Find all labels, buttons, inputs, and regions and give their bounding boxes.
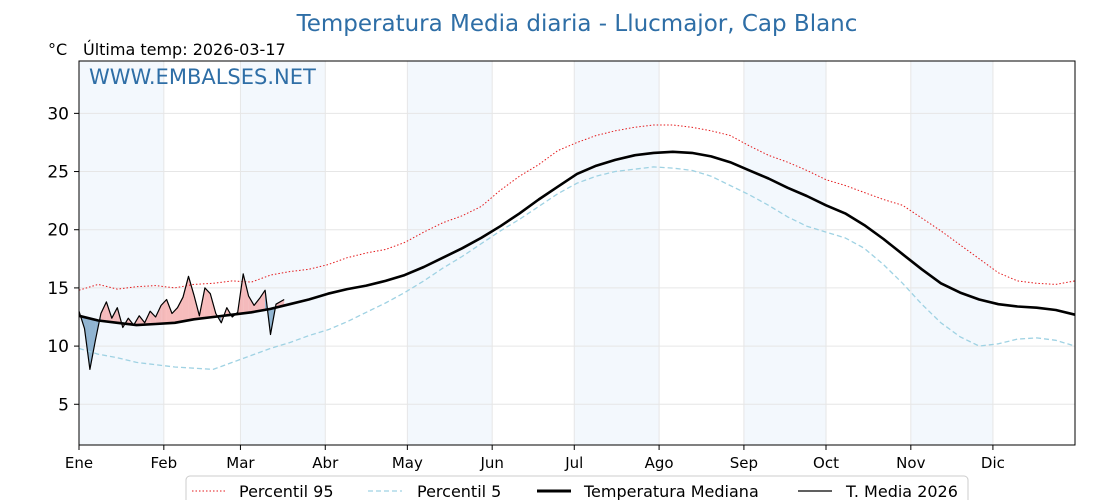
x-tick-label: Sep [730, 454, 758, 472]
x-tick-label: Nov [896, 454, 925, 472]
x-tick-label: Dic [981, 454, 1005, 472]
x-tick-label: Jul [564, 454, 583, 472]
x-tick-label: Mar [226, 454, 255, 472]
y-tick-label: 20 [47, 221, 69, 241]
anomaly-warm-fill [188, 276, 194, 321]
anomaly-warm-fill [177, 297, 183, 323]
series-line-percentil-5 [78, 166, 1076, 371]
x-tick-label: Jun [479, 454, 503, 472]
x-tick-label: Feb [151, 454, 178, 472]
legend-label-p95: Percentil 95 [239, 482, 334, 500]
x-tick-label: Abr [312, 454, 339, 472]
y-unit-label: °C [48, 40, 67, 59]
legend-label-median: Temperatura Mediana [583, 482, 759, 500]
x-tick-label: Ene [65, 454, 93, 472]
month-band [743, 61, 826, 445]
series-line-t-media-2026 [78, 273, 285, 370]
x-tick-label: Ago [645, 454, 674, 472]
legend-label-2026: T. Media 2026 [845, 482, 958, 500]
month-band [574, 61, 660, 445]
anomaly-warm-fill [161, 299, 167, 324]
anomaly-warm-fill [254, 298, 260, 312]
x-tick-label: Oct [813, 454, 839, 472]
anomaly-warm-fill [100, 301, 107, 322]
series-line-temperatura-mediana [78, 150, 1076, 327]
plot-area: 5 10 15 20 25 30 Ene Feb Mar Abr May Jun Jul Ago Sep Oc… [47, 60, 1076, 472]
anomaly-warm-fill [155, 305, 162, 324]
anomaly-warm-fill [150, 311, 156, 325]
anomaly-warm-fill [243, 273, 249, 314]
anomaly-warm-fill [259, 290, 266, 311]
y-tick-label: 25 [47, 163, 69, 183]
anomaly-warm-fill [166, 299, 173, 324]
last-reading-label: Última temp: 2026-03-17 [83, 40, 286, 59]
month-band [79, 61, 164, 445]
anomaly-warm-fill [182, 276, 189, 322]
watermark: WWW.EMBALSES.NET [89, 65, 316, 89]
anomaly-cold-fill [89, 318, 96, 370]
chart-title: Temperatura Media diaria - Llucmajor, Ca… [296, 11, 858, 37]
anomaly-warm-fill [248, 296, 255, 313]
anomaly-warm-fill [172, 307, 178, 323]
plot-frame [78, 60, 1076, 446]
legend-frame [185, 475, 969, 500]
anomaly-warm-fill [204, 287, 211, 318]
month-band [240, 61, 326, 445]
y-tick-label: 30 [47, 104, 69, 124]
legend: Percentil 95 Percentil 5 Temperatura Med… [185, 475, 969, 500]
y-tick-label: 15 [47, 279, 69, 299]
y-tick-label: 5 [58, 395, 69, 415]
x-tick-label: May [392, 454, 423, 472]
month-band [910, 61, 993, 445]
legend-label-p5: Percentil 5 [417, 482, 501, 500]
y-tick-label: 10 [47, 337, 69, 357]
